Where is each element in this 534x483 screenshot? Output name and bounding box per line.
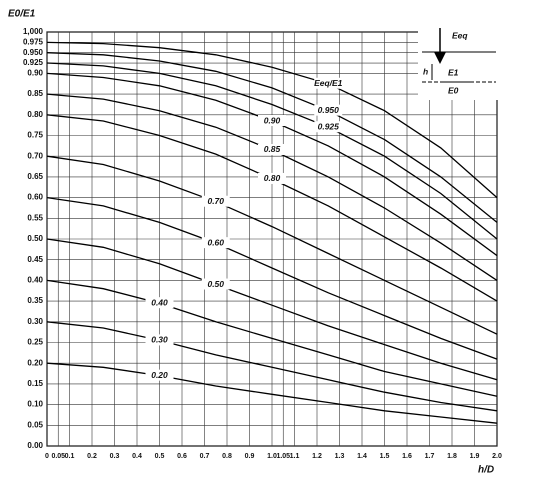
curve	[46, 279, 498, 397]
y-tick-label: 0.25	[27, 338, 43, 347]
inset-label: E1	[448, 67, 459, 77]
x-tick-label: 1.0	[267, 453, 277, 460]
x-tick-label: 0.9	[245, 453, 255, 460]
plot-area: 0.000.050.100.150.200.250.300.350.400.45…	[23, 27, 502, 460]
x-axis-title: h/D	[478, 465, 494, 476]
inset-label: h	[423, 66, 428, 76]
x-tick-label: 1.3	[335, 453, 345, 460]
y-tick-label: 0.20	[27, 358, 43, 367]
y-tick-label: 0.35	[27, 296, 43, 305]
curve-label-bg	[201, 278, 230, 290]
x-tick-label: 0.4	[132, 453, 142, 460]
curve-label-bg	[145, 334, 174, 346]
inset-label: Eeq	[452, 30, 468, 40]
curve	[46, 321, 498, 412]
curve	[46, 238, 498, 381]
curve-label: 0.20	[151, 370, 168, 380]
x-tick-label: 0.2	[87, 453, 97, 460]
curve-label-bg	[258, 143, 286, 155]
y-tick-label: 0.80	[27, 110, 43, 119]
y-tick-label: 0.50	[27, 234, 43, 243]
y-tick-label: 0.75	[27, 131, 43, 140]
x-tick-label: 0.6	[177, 453, 187, 460]
x-tick-label: 1.2	[312, 453, 322, 460]
curve-label: Eeq/E1	[314, 78, 343, 88]
y-axis-title: E0/E1	[8, 9, 36, 20]
inset-label: E0	[448, 85, 459, 95]
y-tick-label: 0.45	[27, 255, 43, 264]
x-tick-label: 1.8	[447, 453, 457, 460]
x-tick-label: 0.8	[222, 453, 232, 460]
x-tick-label: 0.7	[200, 453, 210, 460]
x-tick-label: 0.3	[110, 453, 120, 460]
y-tick-label: 0.70	[27, 151, 43, 160]
inset-background	[418, 22, 500, 100]
curve-label-bg	[314, 121, 343, 133]
x-tick-label: 1.1	[290, 453, 300, 460]
y-tick-label: 0.65	[27, 172, 43, 181]
x-tick-label: 1.7	[425, 453, 435, 460]
curve	[46, 155, 498, 335]
inset-diagram: Eeq E1 E0 h	[418, 22, 500, 100]
curve	[46, 41, 498, 199]
y-tick-label: 0.60	[27, 193, 43, 202]
curve-label-bg	[314, 104, 343, 116]
x-tick-label: 0	[45, 453, 49, 460]
x-tick-label: 0.1	[65, 453, 75, 460]
curve-label: 0.85	[264, 144, 281, 154]
y-tick-label: 0.40	[27, 276, 43, 285]
y-tick-label: 0.85	[27, 89, 43, 98]
y-tick-label: 0.90	[27, 69, 43, 78]
curve	[46, 62, 498, 240]
x-tick-label: 0.5	[155, 453, 165, 460]
x-tick-label: 0.05	[51, 453, 65, 460]
y-tick-label: 0.950	[23, 48, 44, 57]
y-tick-label: 1,000	[23, 27, 44, 36]
x-tick-label: 2.0	[492, 453, 502, 460]
curve	[46, 196, 498, 360]
curve-label: 0.90	[264, 115, 281, 125]
curve-label-bg	[145, 297, 174, 309]
y-tick-label: 0.15	[27, 379, 43, 388]
y-tick-label: 0.05	[27, 420, 43, 429]
x-tick-label: 1.4	[357, 453, 367, 460]
y-tick-label: 0.00	[27, 441, 43, 450]
x-tick-label: 1.9	[470, 453, 480, 460]
curve	[46, 52, 498, 223]
curve-label-bg	[201, 237, 230, 249]
curve-label-bg	[201, 195, 230, 207]
x-tick-label: 1.6	[402, 453, 412, 460]
curve-label-bg	[145, 369, 174, 381]
curve-label: 0.925	[318, 121, 340, 131]
curve-label-bg	[314, 77, 343, 89]
curve-label: 0.70	[207, 196, 224, 206]
y-tick-label: 0.55	[27, 213, 43, 222]
curve-label: 0.80	[264, 173, 281, 183]
y-tick-label: 0.975	[23, 37, 44, 46]
y-tick-label: 0.925	[23, 58, 44, 67]
curve-label: 0.60	[207, 237, 224, 247]
x-tick-label: 1.05	[276, 453, 290, 460]
curve	[46, 362, 498, 424]
curve-label: 0.40	[151, 297, 168, 307]
curve-label: 0.30	[151, 335, 168, 345]
inset-arrow	[434, 52, 446, 64]
y-tick-label: 0.30	[27, 317, 43, 326]
curve-label-bg	[258, 115, 286, 127]
x-tick-label: 1.5	[380, 453, 390, 460]
curve-label: 0.950	[318, 105, 340, 115]
y-tick-label: 0.10	[27, 400, 43, 409]
curve-label-bg	[258, 172, 286, 184]
curve-label: 0.50	[207, 279, 224, 289]
